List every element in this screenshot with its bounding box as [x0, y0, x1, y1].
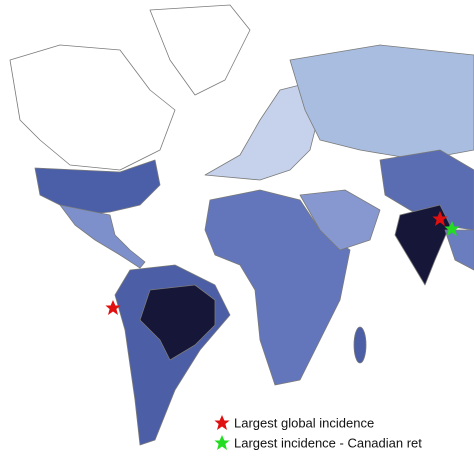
legend-label: Largest incidence - Canadian ret	[234, 435, 422, 450]
marker-global-incidence	[105, 300, 121, 315]
africa	[204, 189, 351, 386]
middle-east	[299, 189, 381, 251]
madagascar	[353, 326, 367, 364]
legend-marker	[214, 415, 230, 430]
brazil	[139, 284, 216, 361]
marker-global-incidence	[432, 211, 448, 226]
canada	[9, 44, 176, 171]
central-america	[59, 204, 146, 269]
legend-marker	[214, 435, 230, 450]
greenland	[149, 4, 251, 96]
southeast-asia	[444, 229, 474, 271]
legend: Largest global incidence Largest inciden…	[214, 415, 422, 450]
marker-canadian-incidence	[444, 221, 460, 236]
legend-label: Largest global incidence	[234, 415, 374, 430]
united-states	[34, 159, 161, 216]
